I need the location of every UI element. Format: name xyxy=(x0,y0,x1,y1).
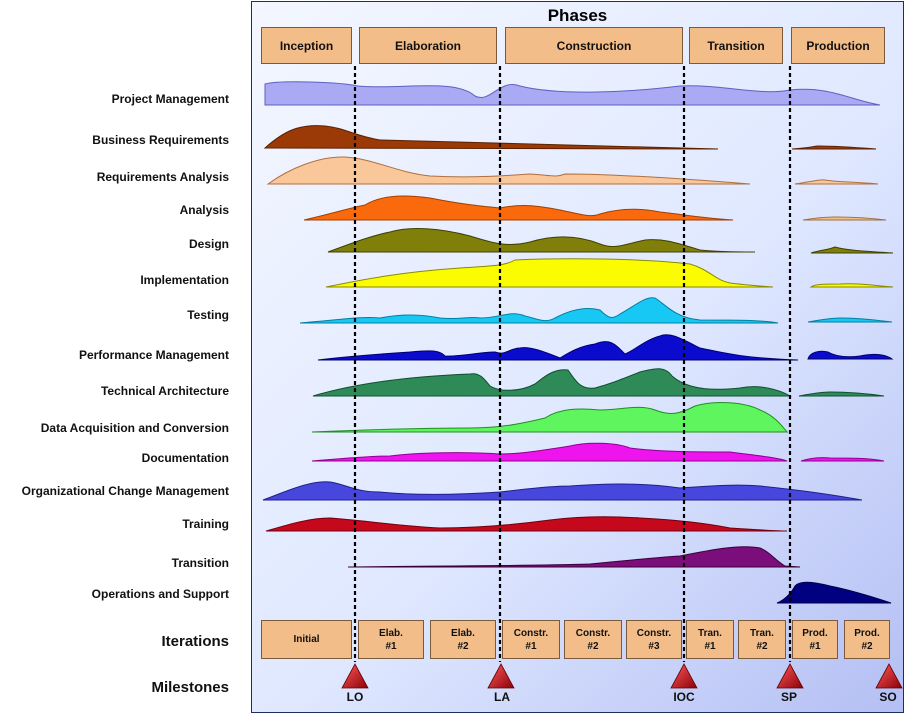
hump-performance-management xyxy=(317,334,799,361)
hump-organizational-change xyxy=(262,481,863,501)
phase-transition: Transition xyxy=(689,27,783,64)
iterations-label: Iterations xyxy=(161,633,229,650)
discipline-label: Design xyxy=(188,237,229,251)
hump-documentation-prod xyxy=(800,457,885,462)
hump-implementation-prod xyxy=(809,283,894,288)
discipline-label: Technical Architecture xyxy=(100,384,229,398)
milestone-marker-la xyxy=(487,663,515,689)
phase-production: Production xyxy=(791,27,885,64)
phase-elaboration: Elaboration xyxy=(359,27,497,64)
discipline-label: Business Requirements xyxy=(92,133,229,147)
hump-technical-architecture-prod xyxy=(798,391,885,397)
iteration-constr-1: Constr. #1 xyxy=(502,620,560,659)
hump-documentation xyxy=(311,442,788,462)
phase-construction: Construction xyxy=(505,27,683,64)
milestone-sp: SP xyxy=(780,690,798,704)
hump-business-requirements-prod xyxy=(791,145,877,150)
iteration-elab-2: Elab. #2 xyxy=(430,620,496,659)
hump-design xyxy=(327,228,756,253)
iteration-prod-1: Prod. #1 xyxy=(792,620,838,659)
discipline-label: Data Acquisition and Conversion xyxy=(40,421,229,435)
hump-analysis-prod xyxy=(802,216,887,221)
discipline-label: Performance Management xyxy=(78,348,229,362)
iteration-elab-1: Elab. #1 xyxy=(358,620,424,659)
milestones-label: Milestones xyxy=(151,679,229,696)
milestone-marker-lo xyxy=(341,663,369,689)
discipline-label: Testing xyxy=(187,308,229,322)
milestone-marker-so xyxy=(875,663,903,689)
hump-testing-prod xyxy=(807,317,893,323)
discipline-label: Training xyxy=(182,517,229,531)
discipline-label: Documentation xyxy=(141,451,229,465)
discipline-label: Transition xyxy=(171,556,229,570)
milestone-so: SO xyxy=(879,690,897,704)
iteration-tran-2: Tran. #2 xyxy=(738,620,786,659)
hump-training xyxy=(265,516,788,532)
milestone-ioc: IOC xyxy=(673,690,695,704)
hump-data-acquisition xyxy=(311,402,789,433)
milestone-marker-sp xyxy=(776,663,804,689)
iteration-tran-1: Tran. #1 xyxy=(686,620,734,659)
hump-requirements-analysis-prod xyxy=(794,179,879,185)
discipline-label: Implementation xyxy=(140,273,229,287)
discipline-label: Organizational Change Management xyxy=(21,484,229,498)
discipline-label: Requirements Analysis xyxy=(96,170,229,184)
milestone-marker-ioc xyxy=(670,663,698,689)
hump-design-prod xyxy=(810,246,894,254)
hump-operations-support xyxy=(776,581,892,604)
hump-technical-architecture xyxy=(312,368,792,397)
hump-analysis xyxy=(303,195,734,221)
iteration-prod-2: Prod. #2 xyxy=(844,620,890,659)
phase-inception: Inception xyxy=(261,27,352,64)
page-title: Phases xyxy=(547,6,608,25)
iteration-constr-2: Constr. #2 xyxy=(564,620,622,659)
discipline-label: Operations and Support xyxy=(91,587,229,601)
milestone-lo: LO xyxy=(346,690,364,704)
hump-implementation xyxy=(325,258,774,288)
discipline-label: Analysis xyxy=(179,203,229,217)
iteration-initial: Initial xyxy=(261,620,352,659)
hump-performance-management-prod xyxy=(807,350,894,360)
hump-business-requirements xyxy=(263,125,719,150)
hump-testing xyxy=(299,297,779,324)
hump-transition xyxy=(347,546,801,568)
hump-project-management xyxy=(264,81,881,106)
milestone-la: LA xyxy=(494,690,510,704)
discipline-label: Project Management xyxy=(111,92,229,106)
hump-requirements-analysis xyxy=(266,156,751,185)
iteration-constr-3: Constr. #3 xyxy=(626,620,682,659)
